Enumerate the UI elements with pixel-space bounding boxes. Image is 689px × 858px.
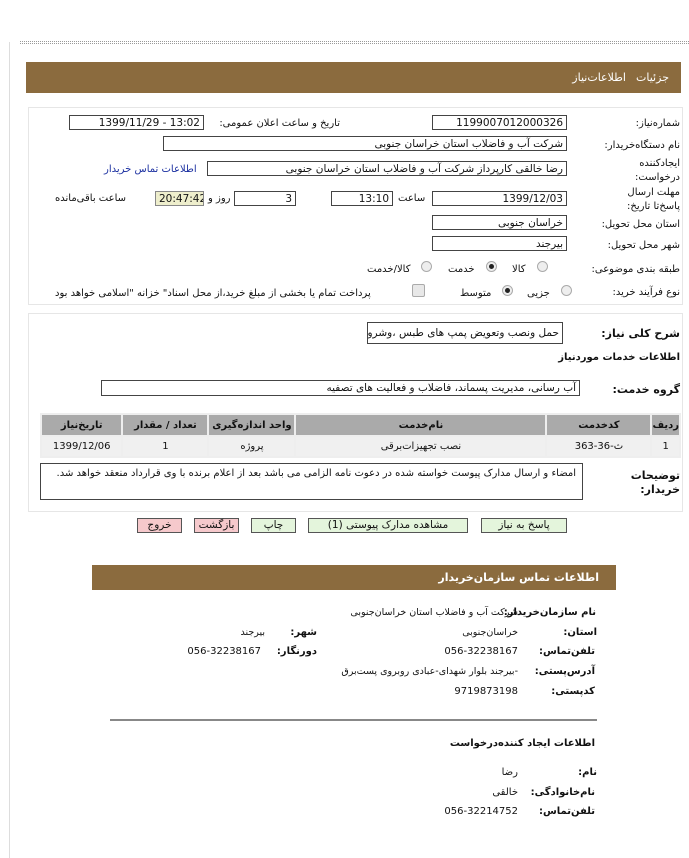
need-number-field: 1199007012000326 xyxy=(432,115,567,130)
notes-label: توضیحات خریدار: xyxy=(630,469,680,496)
cell-date: 1399/12/06 xyxy=(42,437,122,456)
col-date: تاریخ‌نیاز xyxy=(42,415,122,435)
creator-label: ایجادکننده درخواست: xyxy=(635,158,680,183)
process-option-medium: متوسط xyxy=(460,288,492,299)
province-contact-value: خراسان‌جنوبی xyxy=(462,627,518,638)
remaining-time-field: 20:47:42 xyxy=(155,191,204,206)
category-radio-service[interactable] xyxy=(486,261,497,272)
services-section-title: اطلاعات خدمات موردنیاز xyxy=(558,352,680,363)
process-option-minor: جزیی xyxy=(527,288,550,299)
table-row: 1 ث-36-363 نصب تجهیزات‌برقی پروژه 1 1399… xyxy=(42,437,679,456)
name-label: نام: xyxy=(578,767,597,778)
deadline-label: مهلت ارسال پاسخ‌تا تاریخ: xyxy=(627,187,680,212)
days-field: 3 xyxy=(234,191,296,206)
city-field: بیرجند xyxy=(432,236,567,251)
creator-info-title: اطلاعات ایجاد کننده‌درخواست xyxy=(449,738,595,749)
remaining-label: ساعت باقی‌مانده xyxy=(55,193,127,204)
fax-value: 056-32238167 xyxy=(187,646,261,657)
family-value: خالقی xyxy=(492,787,518,798)
tab-need-info[interactable]: اطلاعات‌نیاز xyxy=(572,71,626,84)
summary-field: حمل ونصب وتعویض پمپ های طبس ،وشرویه xyxy=(367,322,563,344)
cell-unit: پروژه xyxy=(209,437,295,456)
left-border xyxy=(9,42,10,858)
postal-label: کدپستی: xyxy=(551,686,595,697)
creator-phone-label: تلفن‌تماس: xyxy=(538,806,595,817)
col-unit: واحد اندازه‌گیری xyxy=(209,415,295,435)
cell-name: نصب تجهیزات‌برقی xyxy=(296,437,546,456)
col-row: ردیف xyxy=(652,415,679,435)
col-qty: تعداد / مقدار xyxy=(123,415,208,435)
col-name: نام‌خدمت xyxy=(296,415,546,435)
category-option-service: خدمت xyxy=(448,264,475,275)
services-panel xyxy=(28,313,683,512)
treasury-text: پرداخت تمام یا بخشی از مبلغ خرید،از محل … xyxy=(55,288,371,299)
city-label: شهر محل تحویل: xyxy=(607,240,680,251)
time-label: ساعت xyxy=(398,193,426,204)
deadline-date-field: 1399/12/03 xyxy=(432,191,567,206)
name-value: رضا xyxy=(501,767,518,778)
view-attachments-button[interactable]: مشاهده مدارک پیوستی (1) xyxy=(308,518,468,533)
print-button[interactable]: چاپ xyxy=(251,518,296,533)
cell-row: 1 xyxy=(652,437,679,456)
buyer-label: نام دستگاه‌خریدار: xyxy=(604,140,680,151)
reply-button[interactable]: پاسخ به نیاز xyxy=(481,518,567,533)
org-value: شرکت آب و فاضلاب استان خراسان‌جنوبی xyxy=(350,607,518,618)
category-label: طبقه بندی موضوعی: xyxy=(591,264,680,275)
postal-value: 9719873198 xyxy=(454,686,518,697)
deadline-time-field: 13:10 xyxy=(331,191,393,206)
process-label: نوع فرآیند خرید: xyxy=(612,287,681,298)
cell-qty: 1 xyxy=(123,437,208,456)
province-contact-label: استان: xyxy=(563,627,597,638)
buyer-contact-link[interactable]: اطلاعات تماس خریدار xyxy=(104,164,197,175)
org-label: نام سازمان‌خریدار: xyxy=(503,607,596,618)
tab-bar: جزئیات اطلاعات‌نیاز xyxy=(26,62,681,93)
address-value: -بیرجند بلوار شهدای-عبادی روبروی پست‌برق xyxy=(341,666,518,677)
phone-label: تلفن‌تماس: xyxy=(538,646,595,657)
address-label: آدرس‌پستی: xyxy=(534,666,595,677)
col-code: کدخدمت xyxy=(547,415,651,435)
city-contact-value: بیرجند xyxy=(240,627,265,638)
treasury-checkbox[interactable] xyxy=(412,284,425,297)
need-number-label: شماره‌نیاز: xyxy=(635,118,680,129)
days-label: روز و xyxy=(208,193,231,204)
category-option-goods-service: کالا/خدمت xyxy=(367,264,411,275)
tab-details[interactable]: جزئیات xyxy=(636,71,669,84)
notes-field: امضاء و ارسال مدارک پیوست خواسته شده در … xyxy=(40,463,583,500)
back-button[interactable]: بازگشت xyxy=(194,518,239,533)
services-table: ردیف کدخدمت نام‌خدمت واحد اندازه‌گیری تع… xyxy=(40,413,681,458)
creator-field: رضا خالقی کارپرداز شرکت آب و فاضلاب استا… xyxy=(207,161,567,176)
category-radio-goods[interactable] xyxy=(537,261,548,272)
province-label: استان محل تحویل: xyxy=(601,219,680,230)
contact-divider xyxy=(110,719,597,721)
city-contact-label: شهر: xyxy=(290,627,317,638)
summary-label: شرح کلی نیاز: xyxy=(601,327,680,340)
announce-field: 1399/11/29 - 13:02 xyxy=(69,115,204,130)
group-field: آب رسانی، مدیریت پسماند، فاضلاب و فعالیت… xyxy=(101,380,580,396)
process-radio-minor[interactable] xyxy=(561,285,572,296)
cell-code: ث-36-363 xyxy=(547,437,651,456)
category-option-goods: کالا xyxy=(512,264,526,275)
category-radio-goods-service[interactable] xyxy=(421,261,432,272)
buyer-field: شرکت آب و فاضلاب استان خراسان جنوبی xyxy=(163,136,567,151)
exit-button[interactable]: خروج xyxy=(137,518,182,533)
fax-label: دورنگار: xyxy=(276,646,317,657)
top-divider xyxy=(20,41,689,44)
process-radio-medium[interactable] xyxy=(502,285,513,296)
province-field: خراسان جنوبی xyxy=(432,215,567,230)
family-label: نام‌خانوادگی: xyxy=(530,787,595,798)
group-label: گروه خدمت: xyxy=(612,383,680,396)
announce-label: تاریخ و ساعت اعلان عمومی: xyxy=(219,118,340,129)
contact-header: اطلاعات تماس سازمان‌خریدار xyxy=(92,565,616,590)
creator-phone-value: 056-32214752 xyxy=(444,806,518,817)
contact-title: اطلاعات تماس سازمان‌خریدار xyxy=(438,571,599,584)
phone-value: 056-32238167 xyxy=(444,646,518,657)
